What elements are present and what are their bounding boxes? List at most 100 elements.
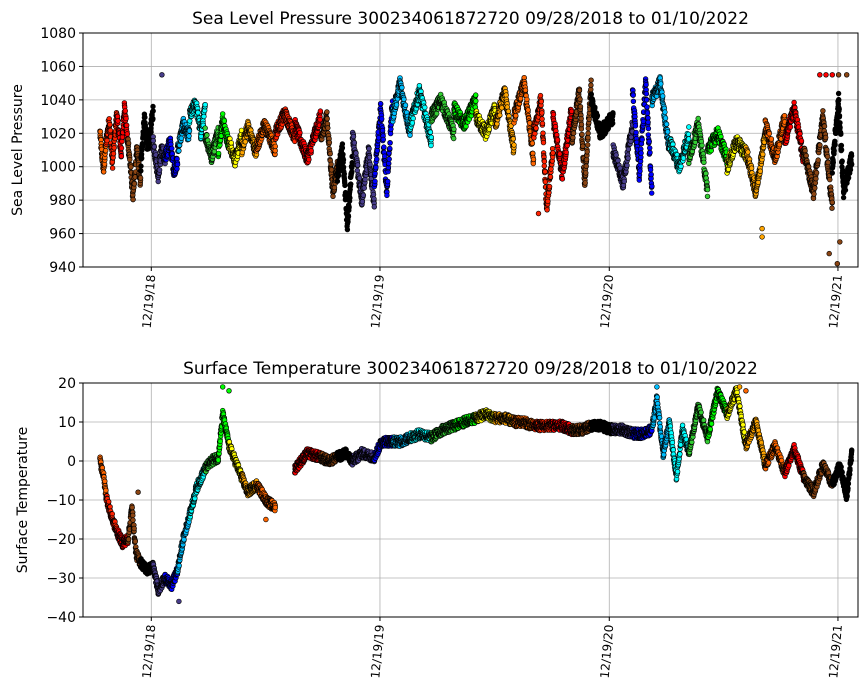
pressure-data-point [118,153,125,159]
pressure-data-point [686,124,692,130]
pressure-data-point [703,170,709,177]
pressure-data-point [659,93,666,99]
pressure-data-point [704,193,711,200]
pressure-data-point [130,196,136,203]
pressure-data-point [387,140,393,146]
pressure-x-tick-label: 12/19/18 [140,274,159,329]
pressure-data-point [812,185,818,191]
pressure-data-point [829,170,835,176]
pressure-data-point [832,142,838,148]
pressure-data-point [822,134,829,141]
pressure-data-point [824,154,831,160]
pressure-data-point [643,97,650,103]
pressure-segment-2 [114,100,131,160]
pressure-data-point [385,178,391,185]
pressure-data-point [643,81,649,88]
pressure-data-point [359,199,366,205]
pressure-data-point [701,159,707,166]
pressure-data-point [384,192,390,199]
pressure-data-point [550,150,556,156]
pressure-data-point [330,193,336,200]
pressure-data-point [680,155,687,161]
pressure-x-tick-label: 12/19/20 [598,274,617,329]
pressure-data-point [776,142,783,148]
pressure-data-point [373,164,379,171]
pressure-data-point [361,185,367,191]
pressure-x-tick-label: 12/19/19 [368,274,387,329]
pressure-data-point [204,132,210,138]
pressure-data-point [272,143,278,150]
pressure-data-point [326,139,333,146]
pressure-data-point [331,185,338,191]
pressure-data-point [811,191,817,197]
pressure-outlier-point [823,72,829,78]
pressure-data-point [118,145,125,151]
pressure-data-point [813,176,819,182]
pressure-data-point [377,100,384,107]
pressure-data-point [110,151,117,157]
pressure-data-point [371,196,377,202]
pressure-data-point [584,149,590,155]
pressure-data-point [837,120,843,126]
pressure-data-point [530,156,537,163]
pressure-data-point [848,153,855,159]
pressure-data-point [533,125,539,131]
pressure-data-point [355,162,361,168]
pressure-data-point [341,171,347,177]
pressure-data-point [427,129,434,135]
pressure-data-point [538,98,544,105]
pressure-data-point [615,157,621,164]
pressure-data-point [138,168,144,174]
pressure-data-point [379,116,385,122]
pressure-data-point [649,183,655,190]
pressure-data-point [768,136,775,142]
pressure-data-point [638,150,644,156]
pressure-y-tick-label: 940 [49,260,76,276]
pressure-data-point [402,102,409,108]
pressure-data-point [169,145,175,152]
pressure-data-point [202,101,208,108]
pressure-data-point [685,131,692,138]
pressure-data-point [174,161,181,168]
pressure-data-point [522,87,529,93]
pressure-data-point [328,161,334,168]
pressure-data-point [111,145,117,151]
pressure-data-point [836,106,842,113]
pressure-data-point [347,195,353,201]
pressure-data-point [803,153,809,159]
pressure-data-point [128,164,134,170]
pressure-data-point [340,151,346,158]
pressure-data-point [125,140,132,146]
pressure-data-point [324,115,330,122]
pressure-data-point [151,144,158,150]
pressure-data-point [578,126,585,132]
pressure-data-point [511,142,517,148]
pressure-data-point [644,104,650,110]
pressure-data-point [625,146,632,152]
pressure-data-point [388,126,394,132]
pressure-data-point [137,175,144,181]
pressure-data-point [399,84,405,91]
pressure-data-point [584,142,591,148]
pressure-data-point [308,148,314,154]
pressure-data-point [636,177,642,183]
pressure-outlier-point [843,72,850,78]
pressure-data-point [647,149,653,156]
pressure-data-point [486,126,492,133]
pressure-data-point [340,157,347,163]
pressure-data-point [380,136,386,143]
pressure-data-point [242,139,249,145]
pressure-data-point [409,120,416,126]
pressure-data-point [748,165,755,171]
pressure-data-point [588,91,594,97]
pressure-data-point [142,114,148,121]
pressure-data-point [150,138,157,144]
pressure-data-point [297,130,303,136]
pressure-data-point [410,115,416,122]
pressure-data-point [625,155,631,161]
pressure-segment-21 [407,82,434,149]
pressure-data-point [360,192,367,198]
pressure-data-point [648,190,655,196]
pressure-data-point [513,112,519,119]
pressure-data-point [585,130,591,137]
